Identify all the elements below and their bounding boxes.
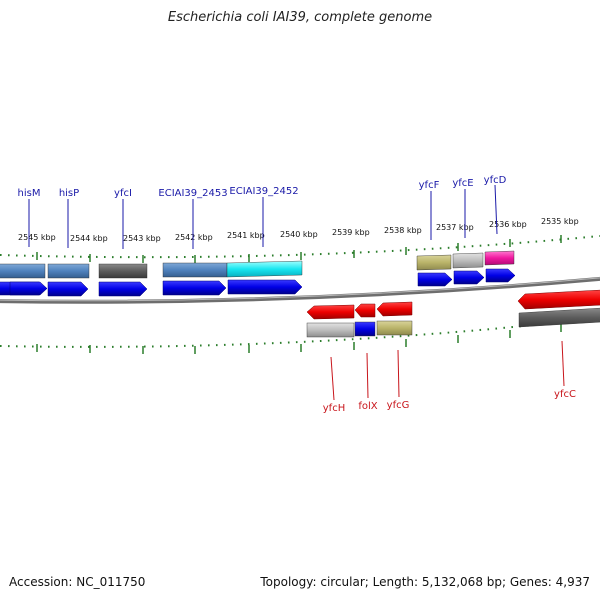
tick-label: 2542 kbp [175, 233, 213, 242]
gene-label-eciai39-2453[interactable]: ECIAI39_2453 [158, 188, 227, 199]
feature-bar-eciai39-2453[interactable] [162, 262, 228, 278]
gene-arrow-eciai39-2452[interactable] [227, 279, 303, 295]
tick-label: 2541 kbp [227, 231, 265, 240]
tick-label: 2540 kbp [280, 230, 318, 239]
feature-bar-yfch[interactable] [306, 322, 355, 338]
leader-line-yfcd [494, 184, 498, 235]
accession-label: Accession: NC_011750 [9, 575, 146, 589]
gene-arrow-yfci[interactable] [98, 281, 148, 297]
tick-label: 2538 kbp [384, 226, 422, 235]
gene-label-yfce[interactable]: yfcE [452, 178, 473, 189]
tick-label: 2545 kbp [18, 233, 56, 242]
tick-label: 2536 kbp [489, 220, 527, 229]
tick-label: 2537 kbp [436, 223, 474, 232]
gene-label-eciai39-2452[interactable]: ECIAI39_2452 [229, 186, 298, 197]
genome-backbone-highlight [0, 277, 600, 302]
feature-bar-yfcc[interactable] [518, 307, 600, 328]
feature-bar-yfcg[interactable] [376, 320, 413, 336]
feature-bar-eciai39-2452[interactable] [226, 260, 303, 278]
gene-arrow-eciai39-2453[interactable] [162, 280, 227, 296]
gene-label-hisp[interactable]: hisP [59, 188, 79, 199]
leader-line-yfcc [561, 340, 565, 387]
leader-line-yfcg [397, 349, 400, 398]
feature-bar-yfcf[interactable] [416, 254, 452, 271]
gene-arrow-yfcd[interactable] [485, 268, 516, 283]
feature-bar-hisp[interactable] [47, 263, 90, 279]
tick-label: 2535 kbp [541, 217, 579, 226]
feature-bar-yfci[interactable] [98, 263, 148, 279]
gene-arrow-yfcc[interactable] [517, 289, 600, 310]
gene-arrow-hisq[interactable] [9, 281, 48, 296]
leader-line-yfch [330, 356, 335, 401]
gene-label-yfcf[interactable]: yfcF [419, 180, 440, 191]
gene-arrow-yfce[interactable] [453, 270, 485, 285]
genome-backbone [0, 276, 600, 304]
gene-arrow-yfcf[interactable] [417, 272, 453, 287]
gene-label-yfcc[interactable]: yfcC [554, 389, 576, 400]
feature-bar-yfcd[interactable] [484, 250, 515, 266]
gene-label-folx[interactable]: folX [358, 401, 377, 412]
tick-label: 2543 kbp [123, 234, 161, 243]
gene-arrow-yfcg[interactable] [376, 301, 413, 317]
gene-label-yfcg[interactable]: yfcG [387, 400, 410, 411]
leader-line-folx [366, 352, 369, 399]
genome-title: Escherichia coli IAI39, complete genome [167, 10, 433, 25]
tick-label: 2544 kbp [70, 234, 108, 243]
gene-label-yfcd[interactable]: yfcD [484, 175, 507, 186]
gene-arrow-folx[interactable] [354, 303, 376, 318]
gene-arrow-hisp[interactable] [47, 281, 89, 297]
feature-bar-folx[interactable] [354, 321, 376, 337]
gene-label-hism[interactable]: hisM [18, 188, 41, 199]
tick-label: 2539 kbp [332, 228, 370, 237]
gene-label-yfci[interactable]: yfcI [114, 188, 132, 199]
feature-bar-yfce[interactable] [452, 252, 484, 269]
gene-label-yfch[interactable]: yfcH [323, 403, 345, 414]
genome-stats-label: Topology: circular; Length: 5,132,068 bp… [260, 575, 590, 589]
feature-bar-hism[interactable] [0, 263, 46, 279]
gene-arrow-yfch[interactable] [306, 304, 355, 320]
